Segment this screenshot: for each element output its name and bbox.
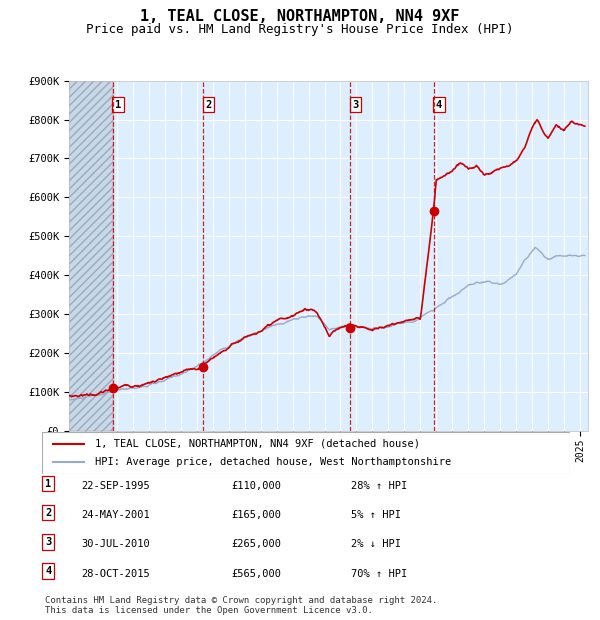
Text: 3: 3 xyxy=(45,537,51,547)
Text: 1, TEAL CLOSE, NORTHAMPTON, NN4 9XF (detached house): 1, TEAL CLOSE, NORTHAMPTON, NN4 9XF (det… xyxy=(95,439,420,449)
Text: 4: 4 xyxy=(45,566,51,576)
Bar xyxy=(69,81,113,431)
Text: 70% ↑ HPI: 70% ↑ HPI xyxy=(351,569,407,578)
Text: 28% ↑ HPI: 28% ↑ HPI xyxy=(351,481,407,491)
Text: 3: 3 xyxy=(352,100,358,110)
Text: 1: 1 xyxy=(45,479,51,489)
Text: £110,000: £110,000 xyxy=(231,481,281,491)
Text: 24-MAY-2001: 24-MAY-2001 xyxy=(81,510,150,520)
Text: £565,000: £565,000 xyxy=(231,569,281,578)
Text: 28-OCT-2015: 28-OCT-2015 xyxy=(81,569,150,578)
Text: 4: 4 xyxy=(436,100,442,110)
Text: Contains HM Land Registry data © Crown copyright and database right 2024.
This d: Contains HM Land Registry data © Crown c… xyxy=(45,596,437,615)
Bar xyxy=(69,81,113,431)
Text: 2: 2 xyxy=(206,100,212,110)
Text: Price paid vs. HM Land Registry's House Price Index (HPI): Price paid vs. HM Land Registry's House … xyxy=(86,23,514,36)
Text: £265,000: £265,000 xyxy=(231,539,281,549)
Text: 5% ↑ HPI: 5% ↑ HPI xyxy=(351,510,401,520)
Text: 2% ↓ HPI: 2% ↓ HPI xyxy=(351,539,401,549)
Text: 1, TEAL CLOSE, NORTHAMPTON, NN4 9XF: 1, TEAL CLOSE, NORTHAMPTON, NN4 9XF xyxy=(140,9,460,24)
Text: 1: 1 xyxy=(115,100,121,110)
Text: 22-SEP-1995: 22-SEP-1995 xyxy=(81,481,150,491)
Text: 2: 2 xyxy=(45,508,51,518)
Text: HPI: Average price, detached house, West Northamptonshire: HPI: Average price, detached house, West… xyxy=(95,458,451,467)
Text: £165,000: £165,000 xyxy=(231,510,281,520)
Text: 30-JUL-2010: 30-JUL-2010 xyxy=(81,539,150,549)
